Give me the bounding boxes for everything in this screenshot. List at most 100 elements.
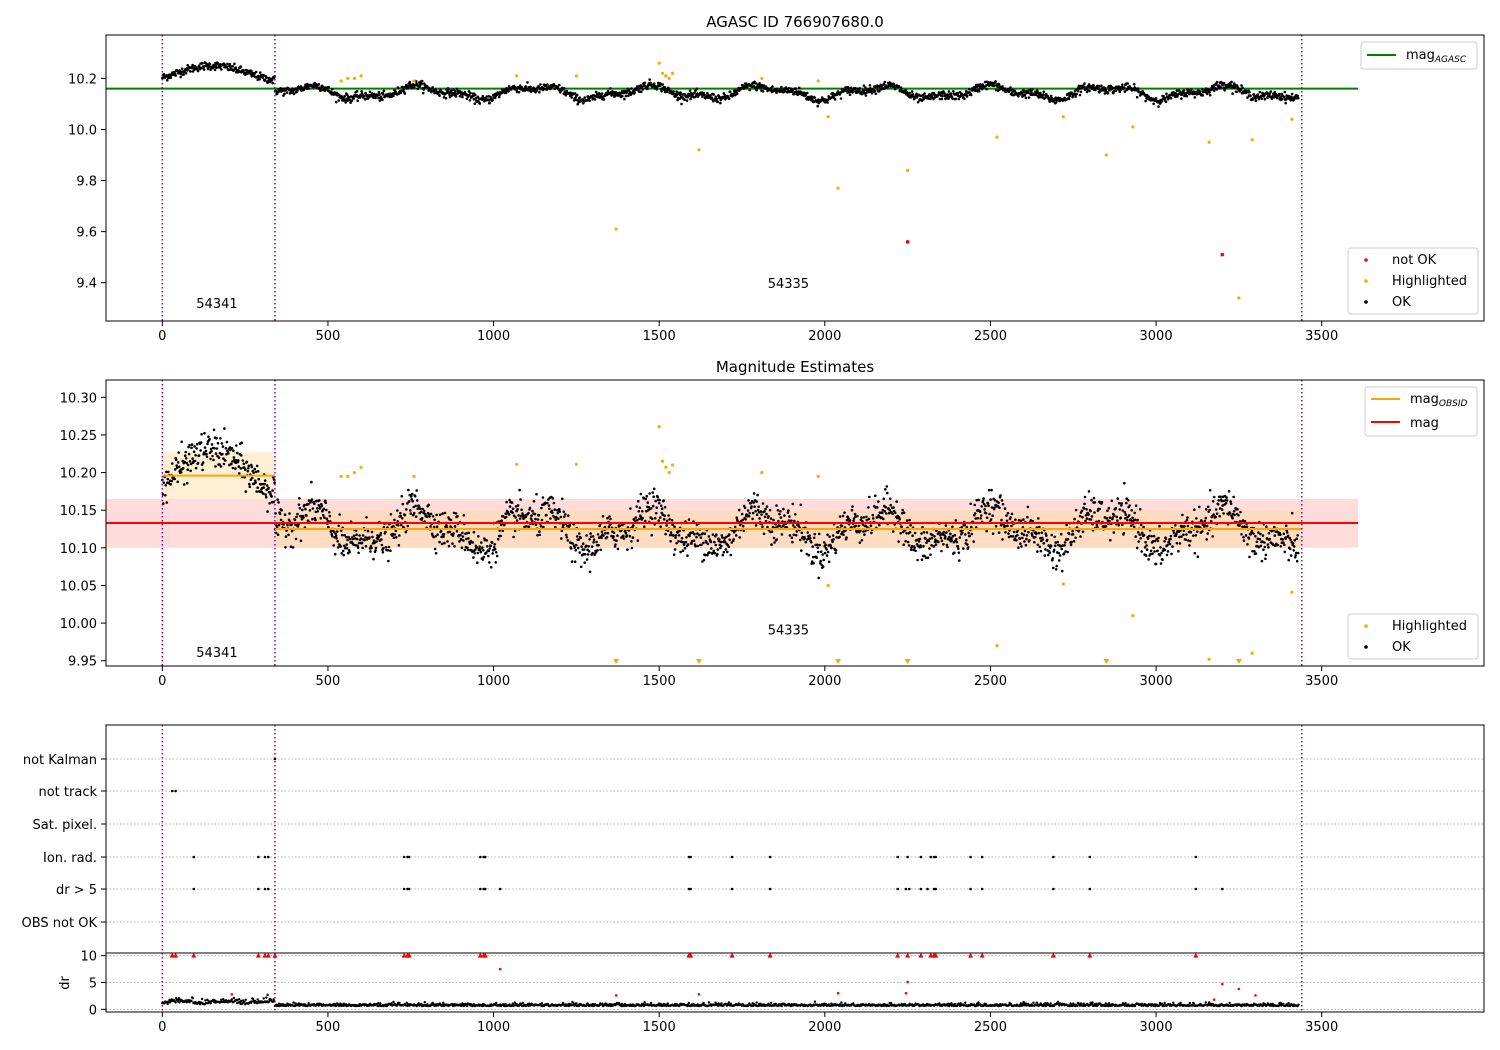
ok-point	[1182, 533, 1185, 537]
ok-point	[970, 532, 973, 536]
ok-point	[750, 505, 753, 508]
ok-point	[334, 534, 338, 538]
ok-point	[602, 534, 605, 537]
ok-point	[1218, 514, 1221, 518]
ok-point	[337, 99, 341, 102]
ok-point	[1123, 481, 1126, 485]
ok-point	[454, 90, 457, 93]
ok-point	[1254, 534, 1257, 538]
ok-point	[751, 517, 754, 521]
flag-point	[980, 887, 984, 891]
ok-point	[608, 515, 611, 518]
ok-point	[227, 68, 231, 72]
flag-point	[906, 855, 909, 859]
ok-point	[1037, 531, 1041, 535]
ok-point	[547, 504, 551, 507]
ok-point	[490, 541, 494, 544]
x-tick-label: 500	[316, 329, 341, 344]
ok-point	[474, 97, 478, 100]
ok-point	[213, 447, 216, 450]
ok-point	[862, 84, 866, 87]
ok-point	[788, 534, 792, 537]
obsid-label: 54335	[768, 277, 809, 292]
ok-point	[1268, 537, 1272, 541]
ok-point	[825, 548, 828, 551]
ok-point	[215, 66, 218, 69]
ok-point	[929, 553, 932, 556]
ok-point	[946, 545, 949, 549]
ok-point	[652, 82, 656, 85]
ok-point	[232, 449, 235, 453]
ok-point	[1296, 94, 1299, 98]
ok-point	[1007, 532, 1010, 535]
ok-point	[440, 542, 444, 546]
ok-point	[1279, 545, 1283, 548]
ok-point	[1071, 533, 1075, 536]
ok-point	[886, 491, 889, 495]
legend-highlighted-marker-2	[1364, 624, 1368, 628]
ok-point	[277, 523, 281, 527]
ok-point	[577, 538, 580, 541]
highlighted-point	[1104, 153, 1108, 157]
ok-point	[663, 514, 666, 517]
ok-point	[207, 65, 211, 68]
dr-point	[232, 996, 236, 1000]
ok-point	[396, 509, 399, 512]
ok-point	[1180, 535, 1183, 538]
ok-point	[438, 540, 441, 544]
ok-point	[678, 93, 682, 96]
ok-point	[867, 506, 870, 509]
ok-point	[1188, 544, 1191, 547]
ok-point	[451, 534, 455, 537]
ok-point	[370, 546, 373, 550]
ok-point	[885, 512, 888, 515]
ok-point	[831, 540, 834, 544]
ok-point	[850, 508, 854, 512]
ok-point	[650, 533, 653, 537]
ok-point	[344, 101, 348, 104]
ok-point	[1295, 559, 1299, 563]
ok-point	[902, 543, 905, 546]
ok-point	[769, 517, 773, 520]
ok-point	[520, 508, 523, 512]
ok-point	[264, 493, 268, 496]
ok-point	[915, 92, 918, 96]
ok-point	[1025, 534, 1029, 537]
ok-point	[389, 513, 393, 516]
ok-point	[991, 532, 995, 535]
ok-point	[753, 80, 756, 84]
ok-point	[558, 507, 561, 511]
ok-point	[284, 546, 287, 549]
ok-point	[1290, 92, 1294, 96]
ok-point	[431, 86, 434, 89]
ok-point	[1000, 518, 1003, 522]
legend-highlighted-marker	[1364, 279, 1368, 283]
ok-point	[449, 89, 453, 93]
ok-point	[374, 549, 377, 552]
ok-point	[1069, 543, 1073, 547]
ok-point	[519, 498, 522, 501]
ok-point	[1067, 97, 1071, 101]
ok-point	[1140, 550, 1143, 553]
ok-point	[1287, 558, 1290, 562]
flag-point	[980, 855, 984, 859]
ok-point	[534, 91, 537, 94]
ok-point	[845, 536, 848, 539]
ok-point	[1254, 552, 1258, 555]
ok-point	[1217, 499, 1220, 502]
ok-point	[674, 534, 678, 537]
y-tick-label: 9.95	[68, 655, 97, 670]
ok-point	[1085, 507, 1088, 511]
ok-point	[1009, 516, 1012, 519]
ok-point	[1261, 534, 1265, 537]
ok-point	[675, 93, 679, 97]
ok-point	[1172, 531, 1176, 535]
ok-point	[1267, 546, 1270, 549]
ok-point	[479, 550, 483, 554]
ok-point	[699, 536, 703, 539]
ok-point	[366, 529, 370, 533]
ok-point	[1086, 88, 1089, 91]
ok-point	[472, 530, 476, 534]
y-tick-label: 10.0	[68, 123, 97, 138]
ok-point	[1059, 532, 1063, 536]
